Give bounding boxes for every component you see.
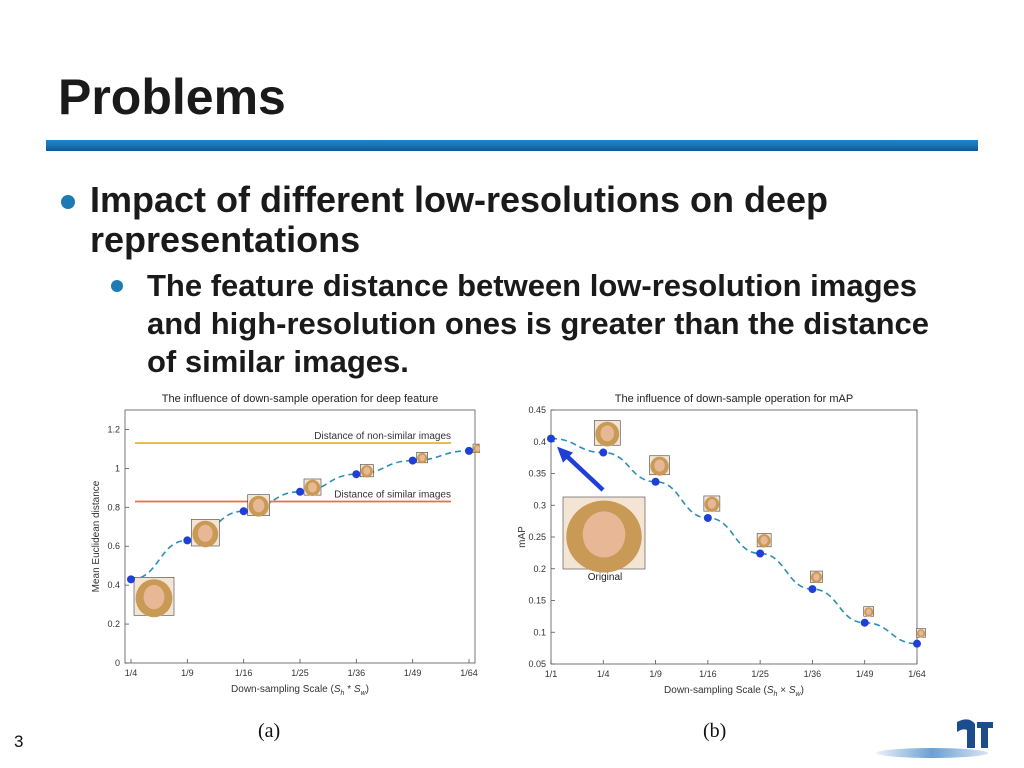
data-point — [703, 513, 712, 522]
bullet-dot-icon — [61, 195, 75, 209]
y-tick-label: 0.35 — [528, 469, 546, 479]
data-point — [239, 507, 248, 516]
logo-swoosh — [876, 748, 988, 758]
caption-a: (a) — [258, 720, 281, 742]
chart-title: The influence of down-sample operation f… — [162, 393, 438, 405]
series-line — [130, 450, 470, 581]
annotation-arrow — [561, 450, 605, 492]
face-thumbnail — [916, 628, 926, 638]
data-point — [547, 434, 555, 443]
bullet-dot-icon — [111, 280, 123, 292]
face-thumbnail — [649, 455, 670, 476]
y-tick-label: 1 — [115, 463, 120, 473]
y-tick-label: 0.45 — [528, 405, 546, 415]
y-tick-label: 0.05 — [528, 659, 546, 669]
bullet-main: Impact of different low-resolutions on d… — [90, 179, 829, 260]
chart-a-deep-feature: The influence of down-sample operation f… — [91, 393, 480, 697]
data-point — [296, 487, 304, 496]
y-tick-label: 0.4 — [533, 437, 546, 447]
y-tick-label: 0.15 — [528, 596, 546, 606]
face-thumbnail — [472, 443, 480, 454]
plot-frame — [124, 409, 476, 664]
data-point — [183, 536, 192, 545]
x-tick-label: 1/36 — [348, 668, 366, 678]
x-axis-label: Down-sampling Scale (Sh * Sw) — [231, 684, 369, 697]
title-divider — [46, 140, 978, 151]
chart-b-map: The influence of down-sample operation f… — [517, 393, 926, 698]
data-point — [756, 549, 765, 558]
page-title: Problems — [58, 69, 286, 125]
face-thumbnail — [562, 496, 646, 573]
face-thumbnail — [191, 519, 220, 548]
x-tick-label: 1/49 — [404, 668, 422, 678]
data-point — [860, 618, 869, 627]
x-tick-label: 1/25 — [291, 668, 309, 678]
x-tick-label: 1/16 — [235, 668, 253, 678]
x-tick-label: 1/4 — [597, 669, 610, 679]
y-tick-label: 0.6 — [107, 541, 120, 551]
x-tick-label: 1/49 — [856, 669, 874, 679]
y-tick-label: 0.25 — [528, 532, 546, 542]
face-thumbnail — [756, 533, 772, 548]
x-tick-label: 1/4 — [125, 668, 138, 678]
y-tick-label: 0.3 — [533, 500, 546, 510]
x-tick-label: 1/16 — [699, 669, 717, 679]
page-number: 3 — [14, 732, 24, 751]
y-tick-label: 0 — [115, 658, 120, 668]
face-thumbnail — [360, 464, 374, 478]
data-point — [808, 585, 817, 594]
data-point — [913, 639, 921, 648]
face-thumbnail — [133, 577, 175, 618]
reference-line-label: Distance of similar images — [334, 489, 451, 500]
face-thumbnail — [247, 494, 270, 517]
x-tick-label: 1/9 — [181, 668, 194, 678]
x-axis-label: Down-sampling Scale (Sh × Sw) — [664, 685, 804, 698]
bullet-sub: The feature distance between low-resolut… — [147, 268, 930, 379]
y-tick-label: 0.4 — [107, 580, 120, 590]
x-tick-label: 1/64 — [908, 669, 926, 679]
y-tick-label: 0.8 — [107, 502, 120, 512]
y-tick-label: 0.1 — [533, 627, 546, 637]
face-thumbnail — [416, 452, 428, 464]
y-tick-label: 1.2 — [107, 424, 120, 434]
x-tick-label: 1/36 — [804, 669, 822, 679]
data-point — [352, 470, 361, 479]
face-thumbnail — [703, 495, 721, 512]
logo-icon — [957, 719, 993, 748]
data-point — [599, 448, 608, 457]
x-tick-label: 1/25 — [751, 669, 769, 679]
face-thumbnail — [303, 478, 322, 496]
y-tick-label: 0.2 — [533, 564, 546, 574]
face-thumbnail — [593, 420, 621, 447]
caption-b: (b) — [703, 720, 727, 742]
data-point — [651, 477, 660, 486]
reference-line-label: Distance of non-similar images — [314, 431, 451, 442]
data-point — [127, 575, 135, 584]
x-tick-label: 1/9 — [649, 669, 662, 679]
face-thumbnail — [863, 606, 875, 617]
x-tick-label: 1/64 — [460, 668, 478, 678]
data-point — [408, 456, 417, 465]
y-axis-label: mAP — [517, 526, 528, 548]
y-tick-label: 0.2 — [107, 619, 120, 629]
x-tick-label: 1/1 — [545, 669, 558, 679]
data-point — [465, 446, 473, 455]
chart-title: The influence of down-sample operation f… — [615, 393, 853, 405]
y-axis-label: Mean Euclidean distance — [91, 480, 102, 592]
annotation-arrowhead — [557, 446, 573, 463]
annotation-label: Original — [588, 572, 622, 583]
face-thumbnail — [810, 570, 823, 584]
